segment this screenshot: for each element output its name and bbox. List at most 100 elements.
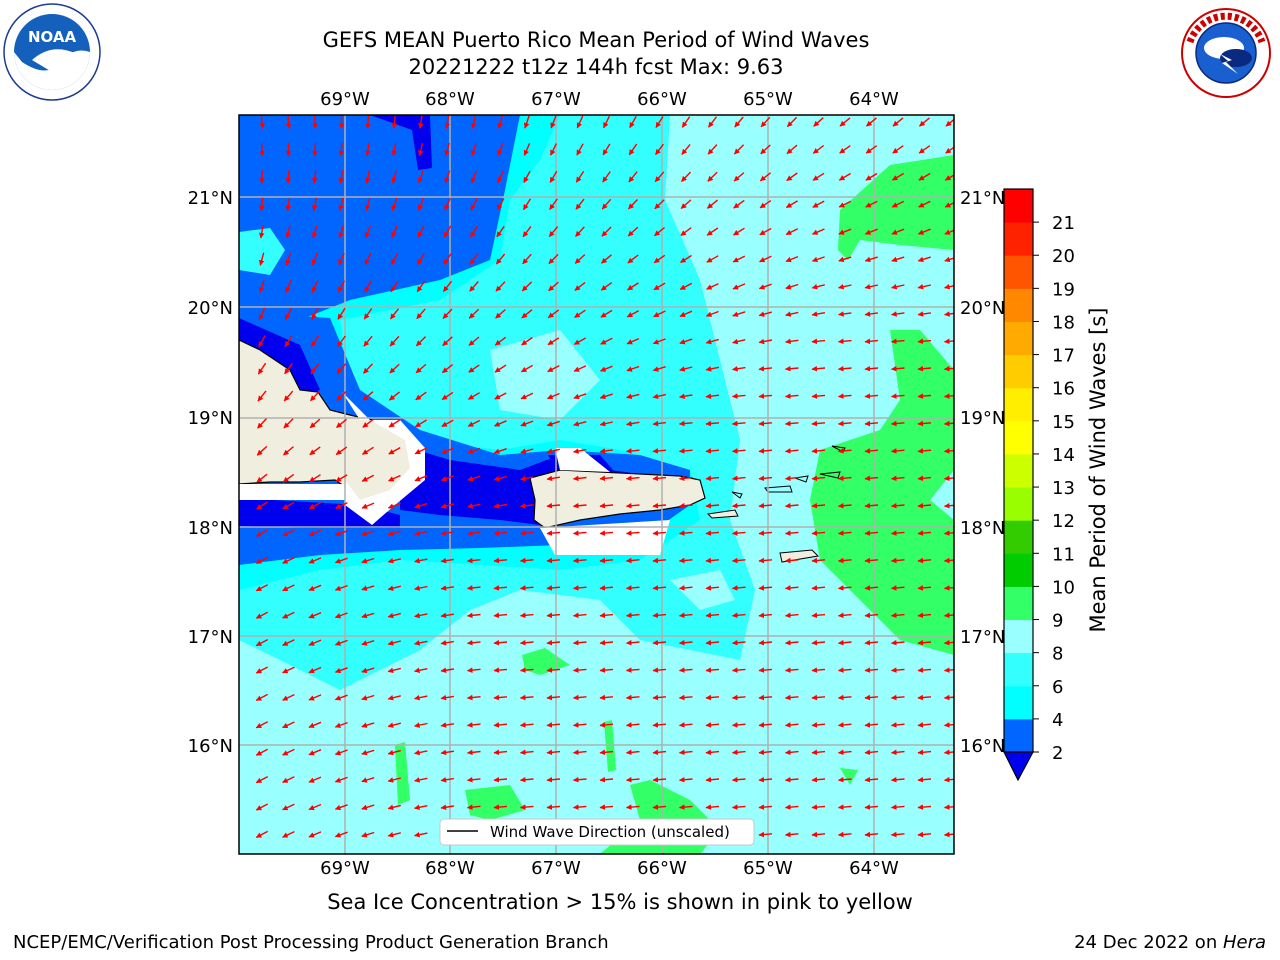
wind-arrow-icon [652,338,666,345]
wind-arrow-icon [812,144,825,154]
wind-arrow-icon [917,612,932,619]
wind-arrow-icon [627,282,639,291]
wind-arrow-icon [784,585,799,591]
lon-label: 67°W [531,858,581,879]
wind-arrow-icon [468,308,480,319]
wind-arrow-icon [387,612,401,619]
wind-arrow-icon [335,502,348,510]
wind-arrow-icon [546,475,561,482]
wind-arrow-icon [945,146,954,154]
wind-arrow-icon [811,338,826,345]
wind-arrow-icon [338,142,345,157]
wind-arrow-icon [943,475,954,482]
wind-arrow-icon [415,363,427,374]
footer-branch: NCEP/EMC/Verification Post Processing Pr… [13,932,609,953]
wind-arrow-icon [601,254,612,264]
wind-arrow-icon [811,722,826,728]
wind-arrow-icon [705,612,720,619]
wind-arrow-icon [732,311,746,317]
wind-arrow-icon [654,199,665,210]
wind-arrow-icon [391,225,398,239]
wind-arrow-icon [519,503,534,509]
wind-arrow-icon [572,667,587,673]
wind-arrow-icon [546,667,561,673]
wind-arrow-icon [334,831,348,838]
wind-arrow-icon [466,585,481,591]
wind-arrow-icon [811,612,826,619]
wind-arrow-icon [679,282,693,291]
lon-label: 69°W [320,858,370,879]
wind-arrow-icon [308,557,322,564]
wind-arrow-icon [493,530,508,536]
wind-arrow-icon [336,390,347,402]
wind-arrow-icon [334,612,348,619]
wind-arrow-icon [652,639,667,646]
wind-arrow-icon [599,530,614,536]
wind-arrow-icon [255,529,269,537]
wind-arrow-icon [466,722,481,728]
wind-arrow-icon [652,776,667,783]
wind-arrow-icon [891,256,905,263]
wind-arrow-icon [681,143,691,155]
wind-arrow-icon [391,197,398,211]
wind-arrow-icon [493,612,508,619]
wind-arrow-icon [680,254,692,264]
wind-arrow-icon [917,667,932,673]
colorbar-tick-label: 10 [1052,577,1075,598]
svg-text:NOAA: NOAA [28,28,77,46]
wind-arrow-icon [389,363,400,374]
wind-arrow-icon [731,475,746,482]
wind-arrow-icon [283,418,294,429]
wind-arrow-icon [493,585,508,591]
wind-arrow-icon [599,667,614,673]
colorbar-segment [1004,222,1033,256]
wind-arrow-icon [731,393,746,399]
wind-arrow-icon [705,366,720,372]
wind-arrow-icon [599,612,614,619]
wind-arrow-icon [943,667,954,673]
wind-arrow-icon [864,639,879,646]
wind-arrow-icon [943,530,954,536]
wind-arrow-icon [837,338,852,345]
colorbar-segment [1004,718,1033,753]
wind-arrow-icon [811,557,826,564]
wind-arrow-icon [890,639,905,646]
wind-arrow-icon [519,804,534,810]
wind-arrow-icon [363,335,373,347]
wind-arrow-icon [574,309,586,318]
wind-arrow-icon [387,695,401,701]
wind-arrow-icon [311,307,319,320]
wind-arrow-icon [864,228,878,235]
wind-arrow-icon [811,749,826,756]
wind-arrow-icon [470,198,478,211]
footer-date: 24 Dec 2022 on Hera [1074,932,1266,953]
wind-arrow-icon [784,530,799,536]
wind-arrow-icon [679,310,693,318]
wind-arrow-icon [387,530,401,537]
wind-arrow-icon [678,804,693,810]
wind-arrow-icon [362,446,374,455]
wind-arrow-icon [282,830,295,838]
wind-arrow-icon [308,749,322,756]
wind-arrow-icon [733,144,745,155]
lon-label: 68°W [425,858,475,879]
wind-arrow-icon [652,420,666,427]
lon-label: 65°W [743,89,793,110]
wind-arrow-icon [414,777,428,783]
wind-arrow-icon [678,722,693,728]
colorbar-segment [1004,255,1033,289]
wind-arrow-icon [705,776,720,783]
arrow-legend: Wind Wave Direction (unscaled) [439,818,755,846]
wind-arrow-icon [917,475,932,482]
wind-arrow-icon [652,475,667,482]
wind-arrow-icon [705,475,720,482]
wind-arrow-icon [496,198,505,211]
lat-label: 17°N [188,627,233,648]
wind-arrow-icon [784,475,799,482]
wind-arrow-icon [652,557,667,564]
wind-arrow-icon [520,475,534,482]
wind-arrow-icon [705,420,720,427]
wind-arrow-icon [837,776,852,783]
lon-labels-bottom: 69°W 68°W 67°W 66°W 65°W 64°W [320,858,899,879]
wind-arrow-icon [758,420,773,427]
